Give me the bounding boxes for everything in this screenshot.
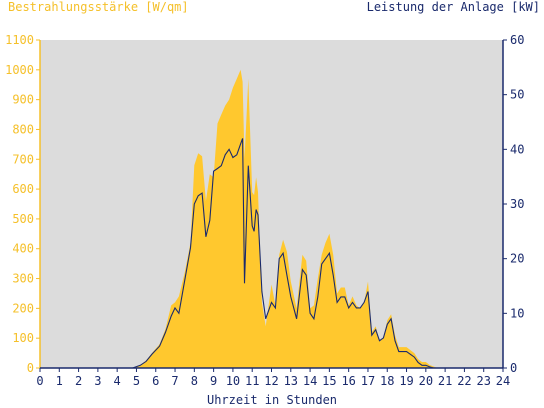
left-tick-label: 200 bbox=[12, 301, 34, 315]
x-tick-label: 19 bbox=[399, 374, 413, 388]
x-tick-label: 0 bbox=[36, 374, 43, 388]
x-tick-label: 1 bbox=[56, 374, 63, 388]
x-tick-label: 24 bbox=[496, 374, 510, 388]
x-tick-label: 2 bbox=[75, 374, 82, 388]
x-tick-label: 3 bbox=[94, 374, 101, 388]
x-tick-label: 12 bbox=[264, 374, 278, 388]
x-tick-label: 11 bbox=[245, 374, 259, 388]
x-tick-label: 22 bbox=[457, 374, 471, 388]
x-tick-label: 18 bbox=[380, 374, 394, 388]
left-tick-label: 0 bbox=[27, 361, 34, 375]
power-line bbox=[40, 138, 503, 369]
x-tick-label: 10 bbox=[226, 374, 240, 388]
right-tick-label: 50 bbox=[510, 88, 524, 102]
left-tick-label: 700 bbox=[12, 152, 34, 166]
x-tick-label: 8 bbox=[191, 374, 198, 388]
irradiance-area bbox=[40, 69, 503, 369]
right-axis-title: Leistung der Anlage [kW] bbox=[366, 0, 540, 14]
left-tick-label: 800 bbox=[12, 122, 34, 136]
x-tick-label: 16 bbox=[341, 374, 355, 388]
x-axis-label: Uhrzeit in Stunden bbox=[206, 393, 338, 407]
x-tick-label: 21 bbox=[438, 374, 452, 388]
x-tick-label: 23 bbox=[476, 374, 490, 388]
right-tick-label: 40 bbox=[510, 142, 524, 156]
x-tick-label: 15 bbox=[322, 374, 336, 388]
left-tick-label: 400 bbox=[12, 242, 34, 256]
left-tick-label: 1100 bbox=[5, 33, 34, 47]
right-tick-label: 0 bbox=[510, 361, 517, 375]
right-tick-label: 30 bbox=[510, 197, 524, 211]
left-tick-label: 600 bbox=[12, 182, 34, 196]
x-tick-label: 14 bbox=[303, 374, 317, 388]
left-tick-label: 100 bbox=[12, 331, 34, 345]
x-tick-label: 17 bbox=[361, 374, 375, 388]
left-tick-label: 900 bbox=[12, 93, 34, 107]
left-tick-label: 500 bbox=[12, 212, 34, 226]
x-tick-label: 20 bbox=[419, 374, 433, 388]
x-tick-label: 9 bbox=[210, 374, 217, 388]
left-axis-title: Bestrahlungsstärke [W/qm] bbox=[8, 0, 189, 14]
right-tick-label: 60 bbox=[510, 33, 524, 47]
x-tick-label: 4 bbox=[114, 374, 121, 388]
x-tick-label: 13 bbox=[284, 374, 298, 388]
x-tick-label: 7 bbox=[171, 374, 178, 388]
right-tick-label: 10 bbox=[510, 306, 524, 320]
left-tick-label: 300 bbox=[12, 272, 34, 286]
left-tick-label: 1000 bbox=[5, 63, 34, 77]
x-tick-label: 5 bbox=[133, 374, 140, 388]
right-tick-label: 20 bbox=[510, 252, 524, 266]
x-tick-label: 6 bbox=[152, 374, 159, 388]
